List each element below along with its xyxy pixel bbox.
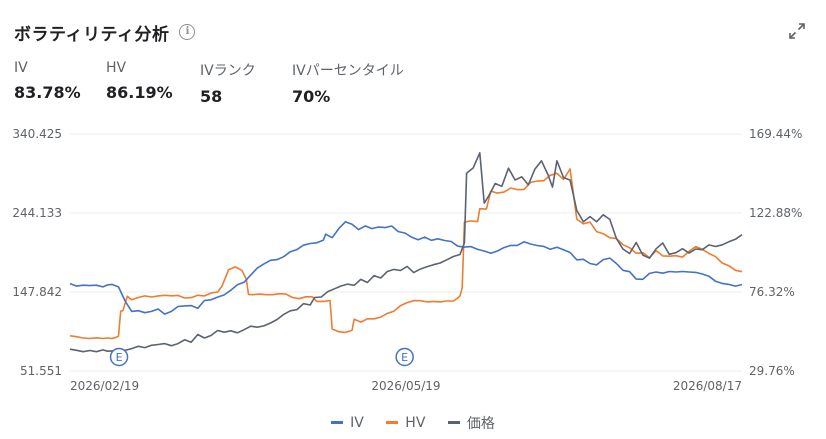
chart-header: ボラティリティ分析 i: [14, 18, 196, 46]
earnings-marker-label: E: [116, 351, 123, 364]
legend-label: 価格: [466, 415, 495, 432]
page-title: ボラティリティ分析: [14, 24, 170, 45]
chart-legend: IV HV 価格: [0, 412, 826, 433]
stat-label: IVパーセンタイル: [292, 63, 404, 79]
info-icon[interactable]: i: [179, 24, 196, 40]
legend-label: IV: [350, 414, 364, 431]
volatility-chart: 340.425 169.44% 244.133 122.88% 147.842 76.32…: [12, 127, 802, 393]
legend-swatch-hv: [386, 421, 399, 424]
earnings-marker-icon: [395, 347, 414, 367]
y-right-tick-label: 169.44%: [749, 127, 802, 141]
legend-item-price[interactable]: 価格: [447, 413, 495, 433]
stat-iv-rank: IVランク 58: [200, 60, 256, 106]
stat-hv: HV 86.19%: [106, 60, 173, 102]
expand-icon[interactable]: [786, 20, 808, 42]
stat-label: IV: [14, 60, 28, 76]
legend-swatch-iv: [331, 421, 344, 424]
y-right-tick-label: 122.88%: [749, 206, 802, 220]
legend-item-iv[interactable]: IV: [331, 415, 364, 431]
x-tick-label: 2026/02/19: [70, 379, 139, 393]
series-line-price: [69, 151, 743, 355]
earnings-marker-icon: [109, 347, 129, 367]
stat-value: 86.19%: [106, 83, 173, 102]
series-line-iv: [69, 221, 743, 315]
stat-label: HV: [106, 60, 127, 76]
x-tick-label: 2026/08/17: [673, 379, 742, 393]
stat-iv-percentile: IVパーセンタイル 70%: [292, 60, 404, 106]
y-left-tick-label: 51.551: [20, 364, 62, 378]
legend-item-hv[interactable]: HV: [386, 415, 425, 431]
y-left-tick-label: 244.133: [12, 206, 62, 220]
stat-value: 83.78%: [14, 83, 81, 102]
series-line-hv: [69, 168, 743, 340]
y-left-tick-label: 340.425: [12, 127, 62, 141]
earnings-marker-label: E: [401, 351, 408, 364]
stat-value: 70%: [292, 87, 331, 106]
y-right-tick-label: 29.76%: [749, 364, 795, 378]
stat-value: 58: [200, 87, 223, 106]
stat-iv: IV 83.78%: [14, 60, 81, 102]
stat-label: IVランク: [200, 63, 256, 79]
legend-swatch-price: [447, 421, 460, 424]
legend-label: HV: [405, 414, 426, 431]
y-left-tick-label: 147.842: [12, 285, 62, 299]
x-tick-label: 2026/05/19: [371, 379, 440, 393]
y-right-tick-label: 76.32%: [749, 285, 795, 299]
